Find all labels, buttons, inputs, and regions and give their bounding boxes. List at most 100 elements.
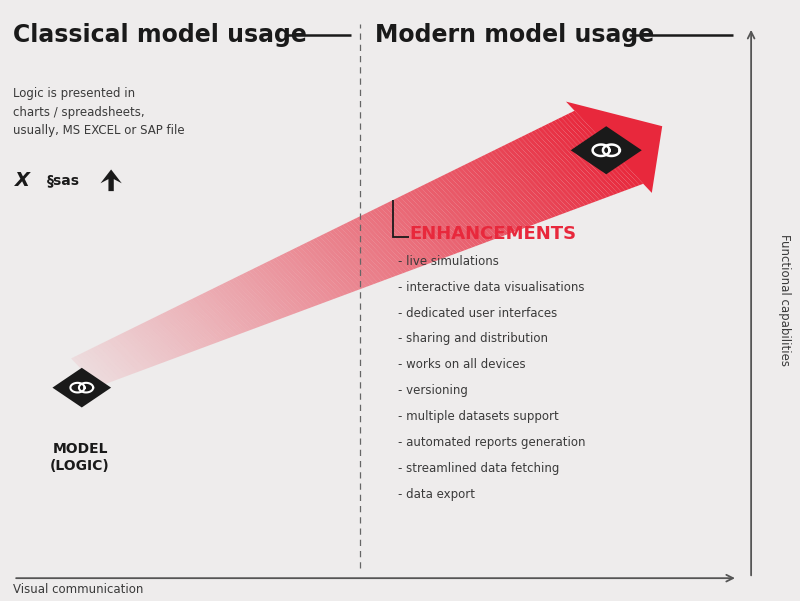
Polygon shape <box>353 218 407 273</box>
Polygon shape <box>504 144 570 212</box>
Polygon shape <box>510 141 578 210</box>
Polygon shape <box>186 300 225 341</box>
Polygon shape <box>467 162 530 227</box>
Polygon shape <box>440 175 502 238</box>
Polygon shape <box>397 197 454 255</box>
Text: Classical model usage: Classical model usage <box>14 23 307 47</box>
Polygon shape <box>319 234 370 287</box>
Polygon shape <box>566 102 662 193</box>
Polygon shape <box>195 296 236 337</box>
Polygon shape <box>454 168 516 233</box>
Text: - live simulations: - live simulations <box>398 255 499 268</box>
Polygon shape <box>290 249 338 299</box>
Polygon shape <box>507 142 574 211</box>
Polygon shape <box>222 282 265 326</box>
Polygon shape <box>162 312 200 350</box>
Text: ENHANCEMENTS: ENHANCEMENTS <box>409 225 576 243</box>
Text: - data export: - data export <box>398 487 475 501</box>
Polygon shape <box>98 344 130 376</box>
Polygon shape <box>333 228 385 281</box>
Polygon shape <box>571 111 643 185</box>
Polygon shape <box>554 119 625 192</box>
Text: - works on all devices: - works on all devices <box>398 358 526 371</box>
Polygon shape <box>336 227 389 280</box>
Polygon shape <box>286 251 334 300</box>
Polygon shape <box>226 281 269 325</box>
Text: - multiple datasets support: - multiple datasets support <box>398 410 559 423</box>
Polygon shape <box>490 150 556 218</box>
Polygon shape <box>470 160 534 226</box>
Polygon shape <box>102 342 134 374</box>
Polygon shape <box>276 256 323 304</box>
Polygon shape <box>444 174 505 237</box>
Polygon shape <box>273 258 320 305</box>
Polygon shape <box>427 182 487 243</box>
Text: MODEL
(LOGIC): MODEL (LOGIC) <box>50 442 110 473</box>
Polygon shape <box>380 205 436 262</box>
Polygon shape <box>430 180 490 242</box>
Polygon shape <box>524 134 592 204</box>
Polygon shape <box>343 223 396 277</box>
Polygon shape <box>370 210 425 266</box>
Polygon shape <box>521 135 589 206</box>
Text: §sas: §sas <box>47 173 80 188</box>
Polygon shape <box>148 319 185 356</box>
Polygon shape <box>487 152 552 219</box>
Polygon shape <box>478 157 542 223</box>
Polygon shape <box>53 368 111 407</box>
Text: Functional capabilities: Functional capabilities <box>778 234 790 367</box>
Polygon shape <box>518 137 585 207</box>
Polygon shape <box>158 314 196 352</box>
Polygon shape <box>296 246 345 296</box>
Polygon shape <box>501 145 567 213</box>
Polygon shape <box>514 139 582 208</box>
Polygon shape <box>125 331 160 365</box>
Polygon shape <box>350 220 403 275</box>
Polygon shape <box>461 165 523 230</box>
Polygon shape <box>457 167 519 231</box>
Polygon shape <box>246 271 290 317</box>
Polygon shape <box>182 302 222 342</box>
Polygon shape <box>122 332 156 367</box>
Polygon shape <box>437 177 498 239</box>
Polygon shape <box>498 147 563 215</box>
Polygon shape <box>218 284 262 328</box>
Polygon shape <box>229 279 272 323</box>
Polygon shape <box>88 349 120 380</box>
Polygon shape <box>356 216 410 272</box>
Polygon shape <box>198 294 240 335</box>
Polygon shape <box>209 289 250 331</box>
Polygon shape <box>394 198 450 257</box>
Polygon shape <box>279 254 327 303</box>
Polygon shape <box>302 243 352 293</box>
Text: Visual communication: Visual communication <box>14 583 144 596</box>
Polygon shape <box>306 241 356 292</box>
Polygon shape <box>481 155 545 222</box>
Polygon shape <box>447 172 509 235</box>
Polygon shape <box>212 287 254 330</box>
Polygon shape <box>108 338 142 372</box>
Polygon shape <box>534 129 603 200</box>
Text: - dedicated user interfaces: - dedicated user interfaces <box>398 307 558 320</box>
Polygon shape <box>551 121 622 194</box>
Polygon shape <box>541 126 610 197</box>
Polygon shape <box>377 207 432 264</box>
Text: - sharing and distribution: - sharing and distribution <box>398 332 548 346</box>
Polygon shape <box>299 245 349 294</box>
Text: Logic is presented in
charts / spreadsheets,
usually, MS EXCEL or SAP file: Logic is presented in charts / spreadshe… <box>14 87 185 137</box>
Polygon shape <box>155 316 192 353</box>
Polygon shape <box>172 307 210 346</box>
Polygon shape <box>360 215 414 270</box>
Polygon shape <box>202 292 243 334</box>
Polygon shape <box>74 355 105 385</box>
Polygon shape <box>570 126 642 174</box>
Polygon shape <box>383 203 439 261</box>
Polygon shape <box>85 350 116 382</box>
Text: Modern model usage: Modern model usage <box>375 23 654 47</box>
Polygon shape <box>71 357 102 387</box>
Polygon shape <box>165 311 203 349</box>
Polygon shape <box>310 240 359 291</box>
Polygon shape <box>215 285 258 329</box>
Polygon shape <box>568 112 639 186</box>
Polygon shape <box>373 208 429 265</box>
